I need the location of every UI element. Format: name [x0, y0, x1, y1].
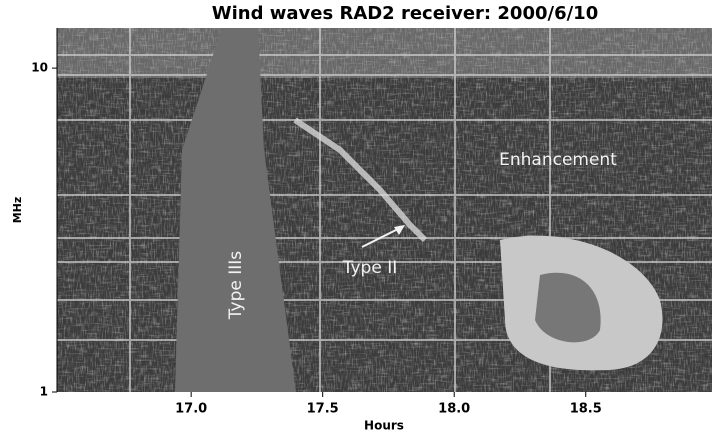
- annotation-arrow: [361, 226, 403, 248]
- x-tick-label: 17.0: [175, 402, 207, 417]
- x-tick-label: 18.0: [438, 402, 470, 417]
- y-axis-label: MHz: [11, 197, 24, 224]
- annotation: Type IIIs: [226, 251, 246, 320]
- x-axis-label: Hours: [364, 419, 404, 433]
- annotation: Enhancement: [499, 150, 617, 170]
- enhancement-core: [535, 272, 601, 343]
- annotation-arrowhead: [394, 225, 405, 235]
- type-iii-burst: [175, 28, 296, 392]
- chart-title: Wind waves RAD2 receiver: 2000/6/10: [212, 3, 598, 24]
- x-tick-label: 17.5: [307, 402, 339, 417]
- y-tick-label: 1: [40, 385, 48, 399]
- spectrum-band: [57, 28, 712, 78]
- plot-area: Type IIIs Type II Enhancement: [57, 28, 712, 392]
- type-ii-drift: [293, 117, 428, 243]
- x-tick-label: 18.5: [570, 402, 602, 417]
- y-tick-label: 10: [31, 61, 48, 75]
- annotation: Type II: [342, 258, 397, 278]
